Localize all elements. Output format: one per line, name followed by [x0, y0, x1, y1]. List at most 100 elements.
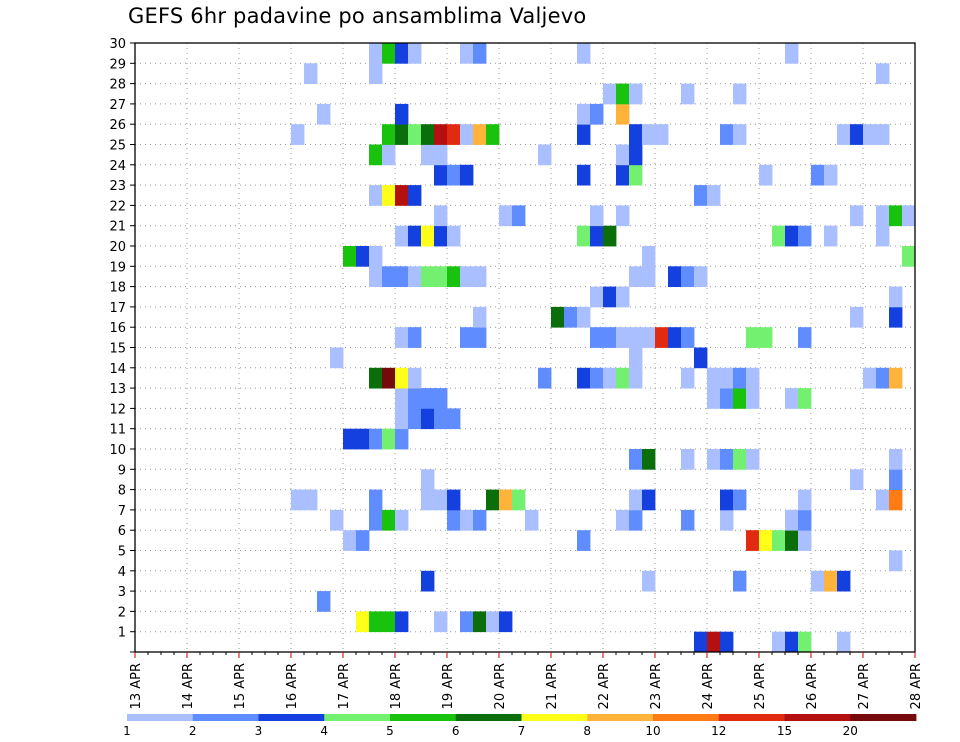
heatmap-cell	[694, 266, 708, 287]
heatmap-cell	[616, 144, 630, 166]
legend-swatch	[455, 714, 522, 721]
heatmap-cell	[564, 306, 578, 328]
heatmap-cell	[356, 611, 370, 633]
heatmap-cell	[343, 530, 357, 551]
heatmap-cell	[460, 164, 474, 186]
y-tick-label: 21	[109, 220, 126, 235]
heatmap-cell	[395, 103, 409, 125]
x-tick-label: 21 APR	[545, 663, 560, 709]
heatmap-cell	[486, 611, 500, 633]
heatmap-cell	[694, 185, 708, 206]
color-legend: 1 2 3 4 5 6 7 8 10 12 15 20	[123, 714, 917, 738]
heatmap-cell	[460, 509, 474, 531]
heatmap-cell	[343, 246, 357, 267]
heatmap-cell	[629, 347, 643, 369]
y-tick-label: 8	[118, 484, 126, 499]
heatmap-cell	[447, 408, 461, 430]
heatmap-cell	[798, 631, 812, 653]
y-tick-label: 17	[109, 301, 126, 316]
heatmap-cell	[902, 205, 916, 227]
heatmap-cell	[408, 124, 422, 145]
heatmap-cell	[863, 367, 877, 389]
heatmap-cell	[616, 327, 630, 348]
heatmap-cell	[382, 428, 396, 450]
y-tick-label: 14	[109, 362, 126, 377]
heatmap-cell	[486, 489, 500, 511]
heatmap-cell	[837, 631, 851, 653]
heatmap-cell	[720, 509, 734, 531]
heatmap-cell	[317, 591, 331, 612]
heatmap-cell	[681, 509, 695, 531]
y-tick-label: 4	[118, 565, 126, 580]
heatmap-cell	[824, 570, 838, 592]
heatmap-cell	[889, 469, 903, 490]
heatmap-cell	[499, 205, 513, 227]
heatmap-cell	[785, 509, 799, 531]
heatmap-cell	[369, 43, 383, 64]
heatmap-cell	[603, 367, 617, 389]
y-tick-label: 18	[109, 281, 126, 296]
y-tick-label: 26	[109, 118, 126, 133]
heatmap-cell	[642, 246, 656, 267]
heatmap-cell	[889, 489, 903, 511]
heatmap-cell	[720, 449, 734, 470]
heatmap-cell	[486, 124, 500, 145]
heatmap-cell	[785, 43, 799, 64]
heatmap-cell	[369, 246, 383, 267]
heatmap-cell	[395, 388, 409, 409]
x-tick-label: 26 APR	[805, 663, 820, 709]
heatmap-cell	[473, 327, 487, 348]
heatmap-cell	[889, 306, 903, 328]
y-tick-label: 9	[118, 463, 126, 478]
heatmap-cell	[798, 388, 812, 409]
heatmap-cell	[408, 43, 422, 64]
heatmap-cell	[512, 205, 526, 227]
heatmap-cell	[798, 225, 812, 247]
heatmap-cell	[850, 124, 864, 145]
heatmap-cell	[395, 408, 409, 430]
heatmap-cell	[733, 570, 747, 592]
heatmap-cell	[642, 124, 656, 145]
heatmap-cell	[538, 367, 552, 389]
heatmap-cell	[772, 225, 786, 247]
heatmap-cell	[785, 388, 799, 409]
heatmap-cell	[720, 489, 734, 511]
heatmap-cell	[577, 306, 591, 328]
heatmap-cell	[421, 570, 435, 592]
heatmap-cell	[421, 489, 435, 511]
heatmap-cell	[889, 367, 903, 389]
y-tick-label: 15	[109, 342, 126, 357]
heatmap-cell	[447, 225, 461, 247]
heatmap-cell	[395, 509, 409, 531]
heatmap-cell	[629, 449, 643, 470]
heatmap-cell	[356, 428, 370, 450]
y-tick-label: 28	[109, 78, 126, 93]
heatmap-cell	[421, 388, 435, 409]
x-tick-label: 13 APR	[129, 663, 144, 709]
heatmap-cell	[395, 367, 409, 389]
heatmap-cell	[629, 509, 643, 531]
heatmap-cell	[395, 266, 409, 287]
heatmap-cell	[746, 449, 760, 470]
heatmap-cell	[369, 266, 383, 287]
heatmap-cell	[785, 225, 799, 247]
heatmap-cell	[733, 124, 747, 145]
heatmap-cell	[746, 530, 760, 551]
ticks-layer	[130, 42, 916, 658]
legend-swatch	[521, 714, 588, 721]
heatmap-cell	[655, 327, 669, 348]
heatmap-cell	[772, 631, 786, 653]
heatmap-cell	[707, 185, 721, 206]
legend-label: 8	[583, 724, 591, 738]
heatmap-cell	[538, 144, 552, 166]
heatmap-cell	[629, 367, 643, 389]
heatmap-cell	[369, 144, 383, 166]
heatmap-cell	[733, 449, 747, 470]
heatmap-cell	[694, 347, 708, 369]
heatmap-cell	[382, 43, 396, 64]
heatmap-cell	[902, 246, 916, 267]
heatmap-cell	[447, 489, 461, 511]
x-tick-label: 22 APR	[597, 663, 612, 709]
heatmap-cell	[629, 83, 643, 105]
